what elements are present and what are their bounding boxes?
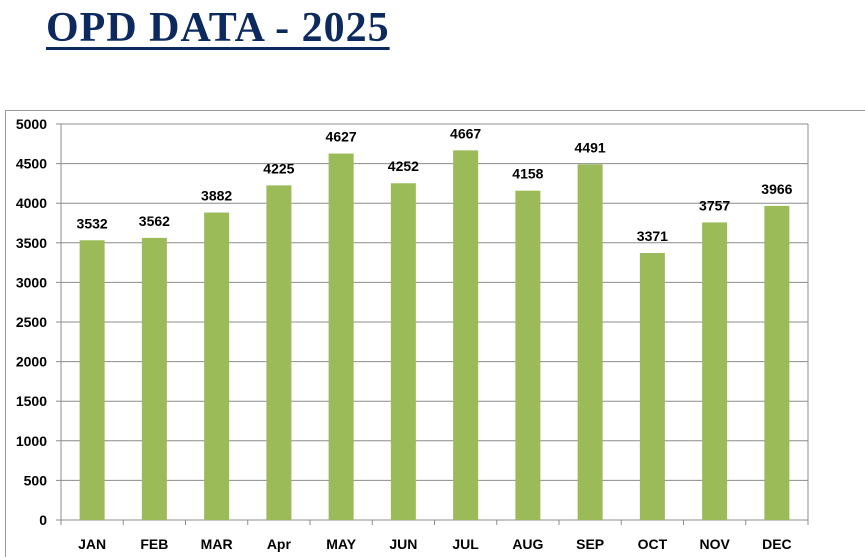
bar [79, 240, 105, 520]
y-tick-label: 4000 [16, 195, 47, 211]
bar [328, 153, 354, 520]
x-tick-label: JUL [452, 536, 479, 552]
y-tick-label: 4500 [16, 156, 47, 172]
x-tick-label: MAR [201, 536, 233, 552]
x-tick-label: AUG [512, 536, 543, 552]
bar [702, 222, 728, 520]
data-label: 3532 [77, 215, 108, 231]
data-label: 3371 [637, 228, 668, 244]
x-tick-label: JUN [389, 536, 417, 552]
y-tick-label: 5000 [16, 116, 47, 132]
y-tick-label: 2500 [16, 314, 47, 330]
bar [577, 164, 603, 520]
x-axis: JAN FEB MAR Apr MAY JUN JUL AUG SEP OCT NOV DEC [78, 536, 792, 552]
data-labels: 3532 3562 3882 4225 4627 4252 4667 4158 4491 3371… [77, 125, 793, 244]
data-label: 4225 [263, 160, 294, 176]
data-label: 3757 [699, 197, 730, 213]
bar [266, 185, 292, 520]
chart-frame [5, 110, 865, 557]
y-tick-label: 2000 [16, 354, 47, 370]
x-tick-label: NOV [699, 536, 730, 552]
y-tick-label: 0 [39, 512, 47, 528]
x-tick-label: MAY [326, 536, 356, 552]
bar [390, 183, 416, 521]
bar [639, 253, 665, 521]
data-label: 3882 [201, 188, 232, 204]
bar [515, 190, 541, 520]
data-label: 4667 [450, 125, 481, 141]
data-label: 4491 [575, 139, 606, 155]
y-tick-label: 500 [24, 472, 48, 488]
bars [79, 150, 790, 521]
x-tick-label: FEB [140, 536, 168, 552]
y-tick-label: 1500 [16, 393, 47, 409]
data-label: 3966 [761, 181, 792, 197]
x-tick-label: SEP [576, 536, 604, 552]
data-label: 4627 [326, 129, 357, 145]
y-tick-label: 3500 [16, 235, 47, 251]
bar [764, 205, 790, 520]
bar [453, 150, 479, 520]
y-tick-label: 3000 [16, 274, 47, 290]
x-tick-label: OCT [638, 536, 668, 552]
data-label: 3562 [139, 213, 170, 229]
bar [141, 237, 167, 521]
x-tick-label: JAN [78, 536, 106, 552]
x-tick-label: Apr [267, 536, 292, 552]
data-label: 4252 [388, 158, 419, 174]
y-tick-label: 1000 [16, 433, 47, 449]
grid-lines [56, 123, 809, 525]
y-axis: 0 500 1000 1500 2000 2500 3000 3500 4000 4500 5000 [16, 116, 47, 528]
data-label: 4158 [512, 166, 543, 182]
x-tick-label: DEC [762, 536, 792, 552]
page-title: OPD DATA - 2025 [46, 5, 390, 51]
bar [204, 212, 230, 520]
